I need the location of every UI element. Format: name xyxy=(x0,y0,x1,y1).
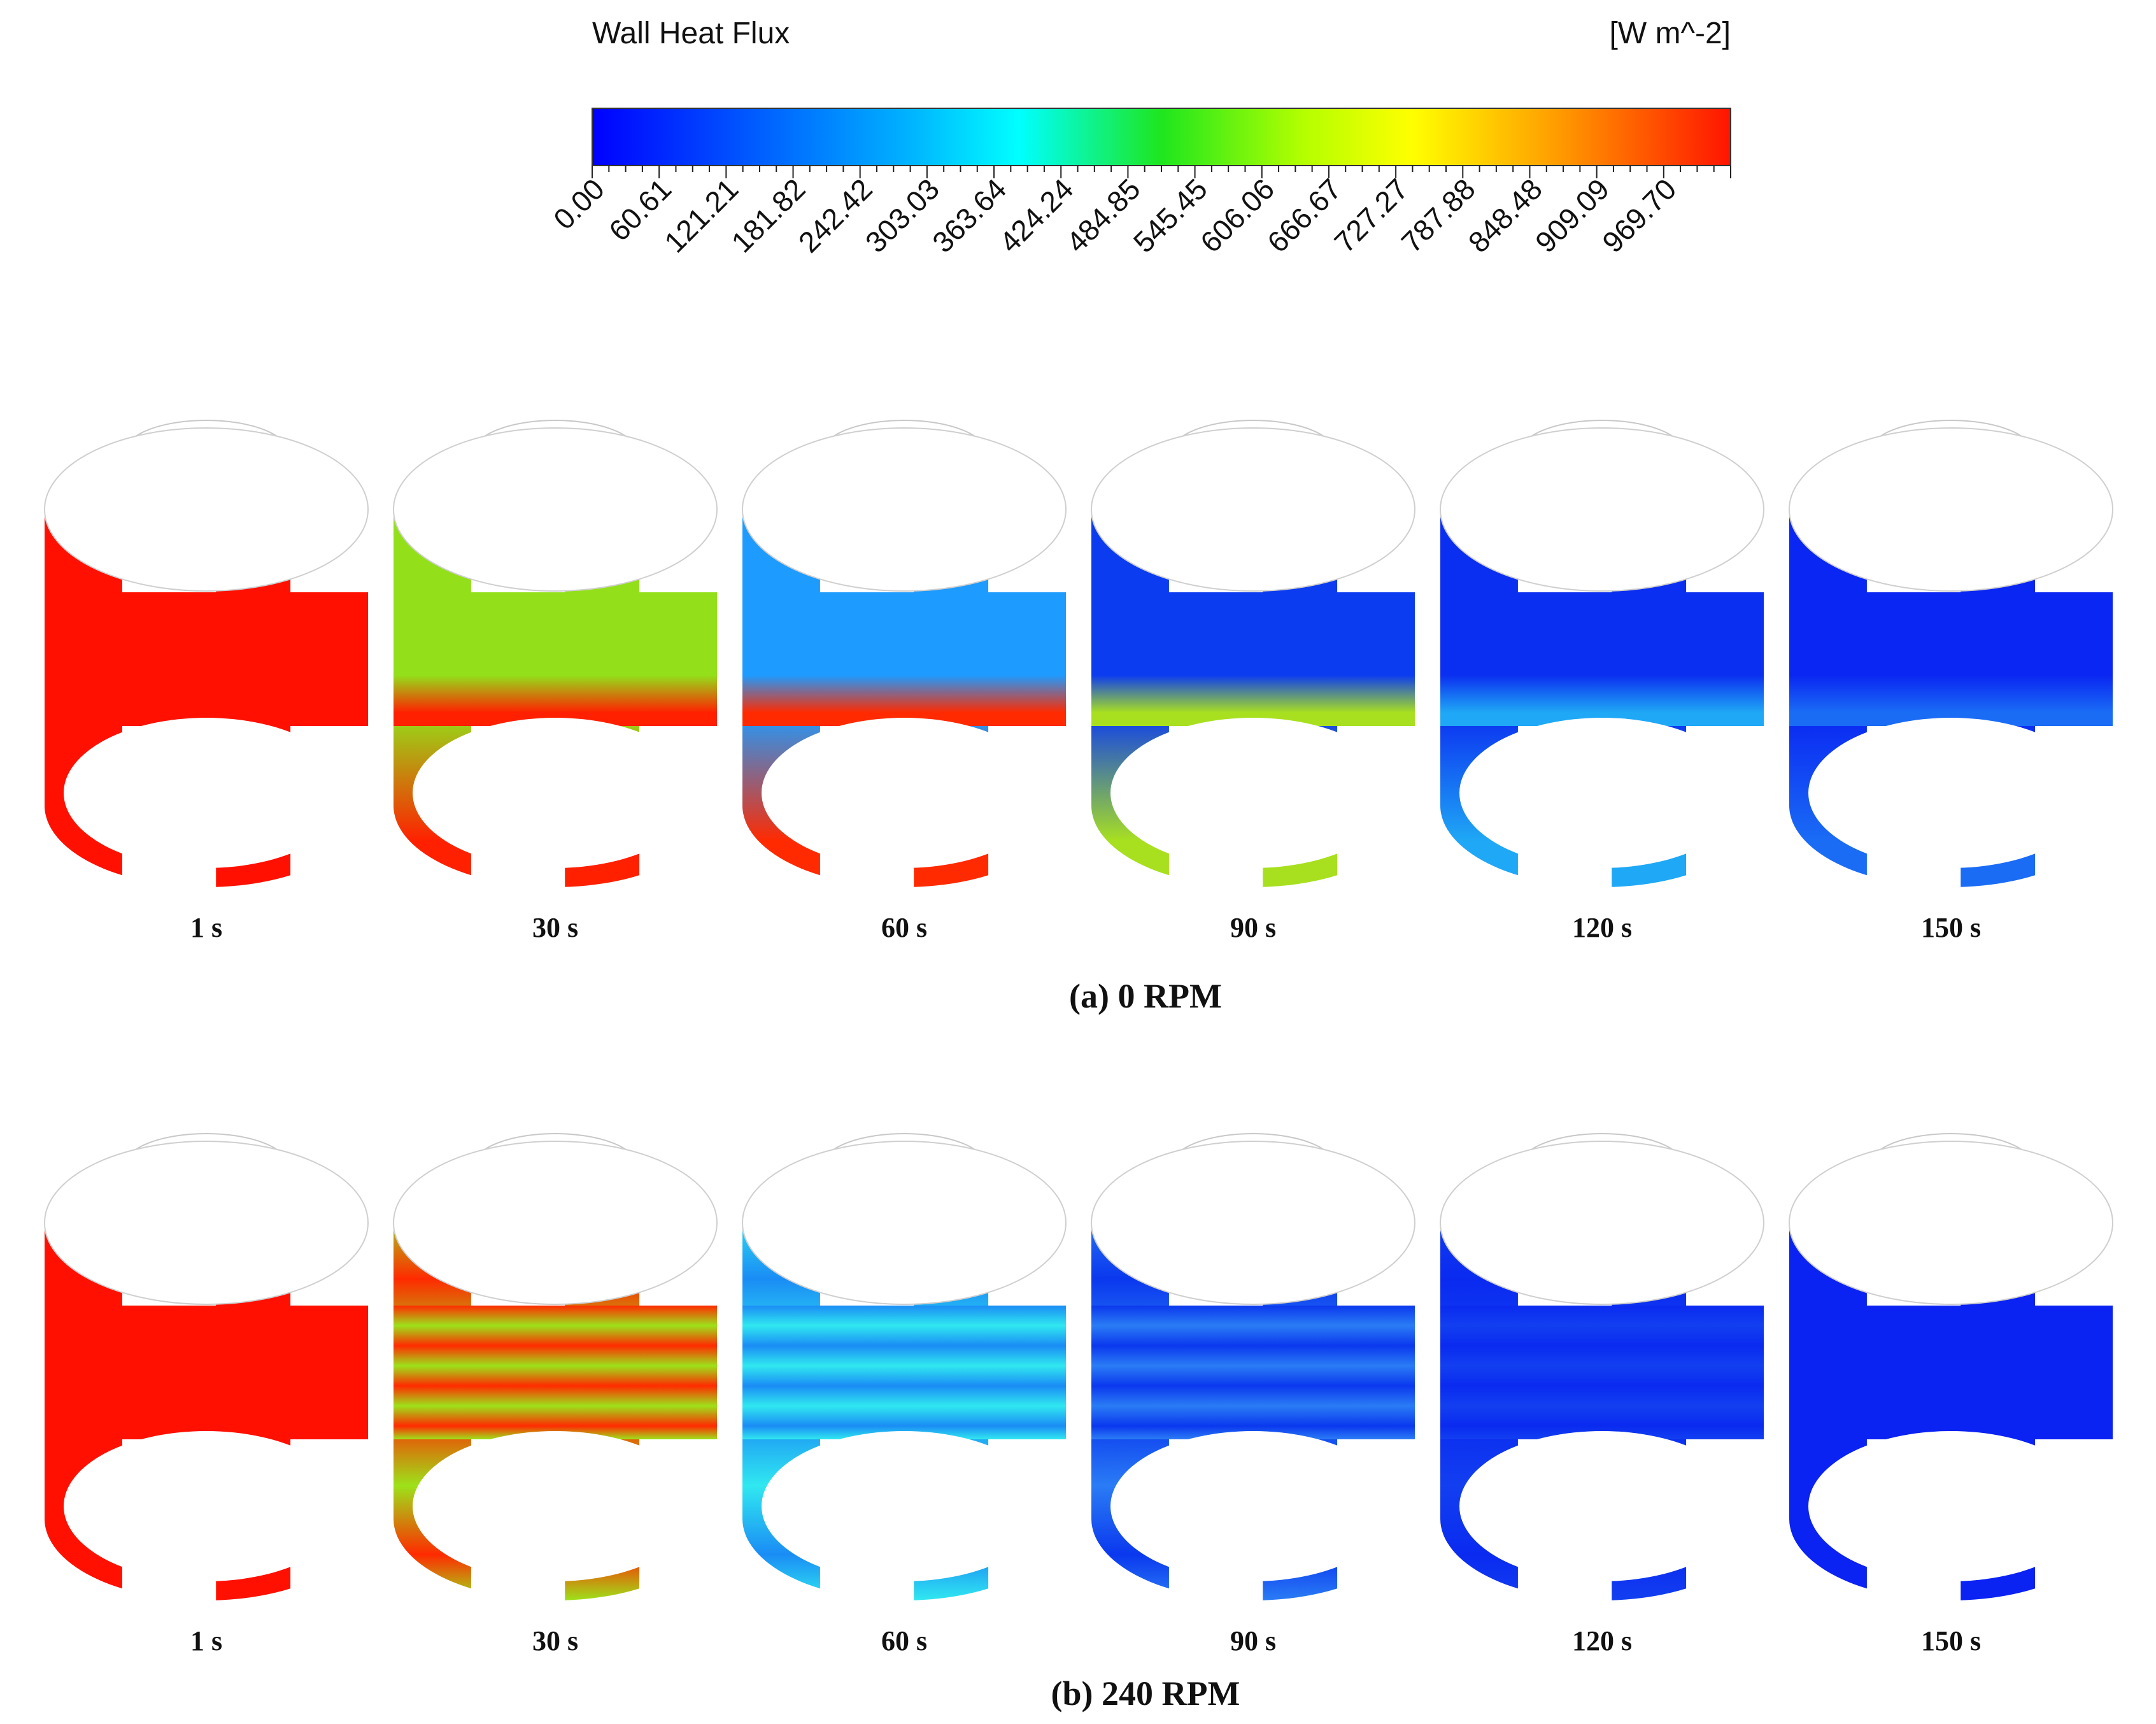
cylinder-frame: 1 s xyxy=(44,420,369,943)
colorbar-tick-label: 484.85 xyxy=(1060,172,1146,259)
bottom-opening xyxy=(1110,718,1396,868)
cylinder-frame: 30 s xyxy=(393,420,718,943)
colorbar-tick-label: 787.88 xyxy=(1395,172,1482,259)
cylinder-frame: 90 s xyxy=(1091,420,1415,943)
bottom-opening xyxy=(1110,1431,1396,1581)
bottom-opening xyxy=(413,1431,698,1581)
colorbar-tick-label: 969.70 xyxy=(1596,172,1682,259)
rim-outline xyxy=(44,427,369,592)
bottom-opening xyxy=(1808,1431,2094,1581)
bottom-opening xyxy=(762,718,1047,868)
time-label: 60 s xyxy=(881,912,927,943)
colorbar xyxy=(592,108,1731,166)
top-opening xyxy=(1440,428,1764,591)
top-opening xyxy=(1440,1141,1764,1304)
cylinder-frame: 60 s xyxy=(742,420,1067,943)
wall-band xyxy=(1440,592,1764,726)
wall-band xyxy=(45,1306,368,1439)
panel-240-rpm: 1 s 30 s 60 s 90 s 120 s 150 s xyxy=(44,1133,2113,1656)
cylinder-frame: 60 s xyxy=(742,1133,1067,1656)
heat-flux-legend: Wall Heat Flux [W m^-2] 0.0060.61121.211… xyxy=(547,17,1731,259)
time-label: 120 s xyxy=(1572,1625,1632,1656)
wall-band xyxy=(394,1306,717,1439)
wall-band xyxy=(1091,1306,1415,1439)
cylinder-frame: 1 s xyxy=(44,1133,369,1656)
time-label: 150 s xyxy=(1921,912,1981,943)
rim-outline xyxy=(742,1141,1067,1305)
wall-band xyxy=(1789,592,2113,726)
colorbar-tick-label: 848.48 xyxy=(1462,172,1549,259)
rim-outline xyxy=(1440,1141,1764,1305)
time-label: 150 s xyxy=(1921,1625,1981,1656)
rim-outline xyxy=(44,1141,369,1305)
top-opening xyxy=(1789,1141,2113,1304)
colorbar-tick-label: 606.06 xyxy=(1194,172,1280,259)
colorbar-tick-label: 121.21 xyxy=(658,172,744,259)
time-label: 90 s xyxy=(1230,912,1276,943)
legend-title: Wall Heat Flux xyxy=(592,17,790,50)
colorbar-tick-label: 181.82 xyxy=(725,172,811,259)
rim-outline xyxy=(742,427,1067,592)
time-label: 90 s xyxy=(1230,1625,1276,1656)
rim-outline xyxy=(393,1141,718,1305)
colorbar-tick-label: 666.67 xyxy=(1261,172,1347,259)
time-label: 120 s xyxy=(1572,912,1632,943)
legend-unit: [W m^-2] xyxy=(1610,17,1731,50)
bottom-opening xyxy=(64,718,349,868)
colorbar-tick-label: 363.64 xyxy=(926,172,1012,259)
wall-band xyxy=(1789,1306,2113,1439)
top-opening xyxy=(1091,428,1415,591)
bottom-opening xyxy=(762,1431,1047,1581)
wall-band xyxy=(742,1306,1066,1439)
bottom-opening xyxy=(64,1431,349,1581)
colorbar-tick-label: 424.24 xyxy=(993,172,1079,259)
top-opening xyxy=(45,428,368,591)
time-label: 1 s xyxy=(190,1625,222,1656)
rim-outline xyxy=(1789,427,2113,592)
time-label: 30 s xyxy=(532,1625,578,1656)
panel-b-caption: (b) 240 RPM xyxy=(1051,1674,1240,1713)
time-label: 1 s xyxy=(190,912,222,943)
bottom-opening xyxy=(1459,718,1745,868)
bottom-opening xyxy=(1459,1431,1745,1581)
time-label: 60 s xyxy=(881,1625,927,1656)
colorbar-tick-label: 545.45 xyxy=(1127,172,1214,259)
rim-outline xyxy=(1789,1141,2113,1305)
wall-band xyxy=(742,592,1066,726)
wall-band xyxy=(1440,1306,1764,1439)
wall-band xyxy=(394,592,717,726)
rim-outline xyxy=(1091,427,1415,592)
cylinder-wall xyxy=(45,509,368,887)
rim-outline xyxy=(1091,1141,1415,1305)
cylinder-frame: 90 s xyxy=(1091,1133,1415,1656)
wall-band xyxy=(1091,592,1415,726)
cylinder-frame: 30 s xyxy=(393,1133,718,1656)
time-label: 30 s xyxy=(532,912,578,943)
colorbar-ticks: 0.0060.61121.21181.82242.42303.03363.644… xyxy=(547,166,1731,259)
top-opening xyxy=(1789,428,2113,591)
top-opening xyxy=(1091,1141,1415,1304)
cylinder-frame: 120 s xyxy=(1440,1133,1764,1656)
colorbar-tick-label: 909.09 xyxy=(1529,172,1615,259)
cylinder-frame: 120 s xyxy=(1440,420,1764,943)
top-opening xyxy=(394,428,717,591)
colorbar-tick-label: 303.03 xyxy=(859,172,946,259)
wall-band xyxy=(45,592,368,726)
top-opening xyxy=(45,1141,368,1304)
cylinder-frame: 150 s xyxy=(1789,1133,2113,1656)
panel-a-caption: (a) 0 RPM xyxy=(1069,977,1222,1015)
cylinder-frame: 150 s xyxy=(1789,420,2113,943)
bottom-opening xyxy=(413,718,698,868)
rim-outline xyxy=(1440,427,1764,592)
colorbar-tick-label: 242.42 xyxy=(792,172,879,259)
panel-0-rpm: 1 s 30 s 60 s 90 s 120 s 150 s xyxy=(44,420,2113,943)
top-opening xyxy=(742,1141,1066,1304)
rim-outline xyxy=(393,427,718,592)
top-opening xyxy=(742,428,1066,591)
colorbar-tick-label: 0.00 xyxy=(547,172,611,236)
colorbar-tick-label: 727.27 xyxy=(1328,172,1414,259)
bottom-opening xyxy=(1808,718,2094,868)
top-opening xyxy=(394,1141,717,1304)
